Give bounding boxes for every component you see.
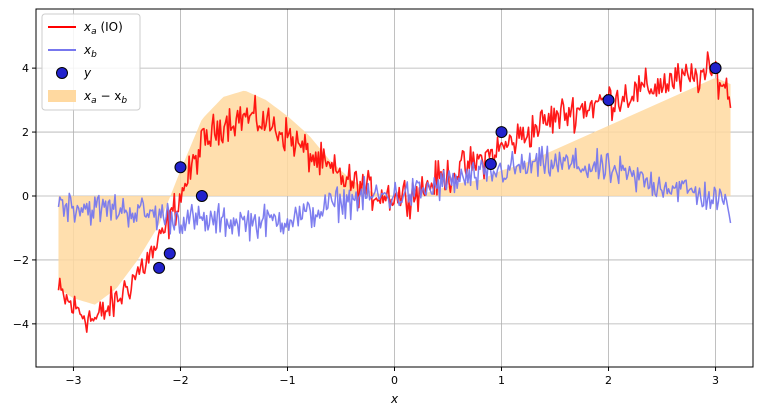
legend-label: y bbox=[83, 66, 92, 80]
x-axis-label: x bbox=[390, 392, 399, 406]
y-tick-label: 2 bbox=[22, 126, 29, 139]
x-tick-label: −3 bbox=[65, 374, 81, 387]
data-point-y bbox=[709, 62, 722, 75]
data-point-y bbox=[153, 261, 166, 274]
legend-label: xa (IO) bbox=[83, 20, 123, 37]
x-tick-label: 3 bbox=[712, 374, 719, 387]
data-point-y bbox=[495, 126, 508, 139]
x-tick-label: 0 bbox=[391, 374, 398, 387]
data-point-y bbox=[163, 247, 176, 260]
legend-swatch-marker bbox=[56, 67, 68, 79]
y-tick-label: 0 bbox=[22, 190, 29, 203]
legend-label: xa − xb bbox=[83, 89, 127, 106]
fill-area-xa-minus-xb bbox=[58, 78, 731, 305]
marker-layer bbox=[153, 62, 722, 274]
x-tick-label: 2 bbox=[605, 374, 612, 387]
series-line-xa bbox=[57, 51, 732, 333]
legend: xa (IO) xb y xa − xb bbox=[41, 13, 141, 111]
x-tick-label: −1 bbox=[279, 374, 295, 387]
series-line-xb bbox=[57, 145, 732, 242]
legend-swatch-fill bbox=[48, 90, 76, 102]
y-tick-label: 4 bbox=[22, 62, 29, 75]
fill-layer bbox=[58, 78, 731, 305]
x-ticks: −3 −2 −1 0 1 2 3 bbox=[65, 367, 719, 387]
data-point-y bbox=[174, 161, 187, 174]
data-point-y bbox=[484, 158, 497, 171]
data-point-y bbox=[602, 94, 615, 107]
y-tick-label: −2 bbox=[13, 254, 29, 267]
data-point-y bbox=[195, 189, 208, 202]
line-layer bbox=[57, 51, 732, 333]
x-tick-label: 1 bbox=[498, 374, 505, 387]
legend-box bbox=[41, 13, 141, 111]
legend-label: xb bbox=[83, 43, 97, 60]
x-tick-label: −2 bbox=[172, 374, 188, 387]
y-tick-label: −4 bbox=[13, 318, 29, 331]
y-ticks: −4 −2 0 2 4 bbox=[13, 62, 36, 331]
